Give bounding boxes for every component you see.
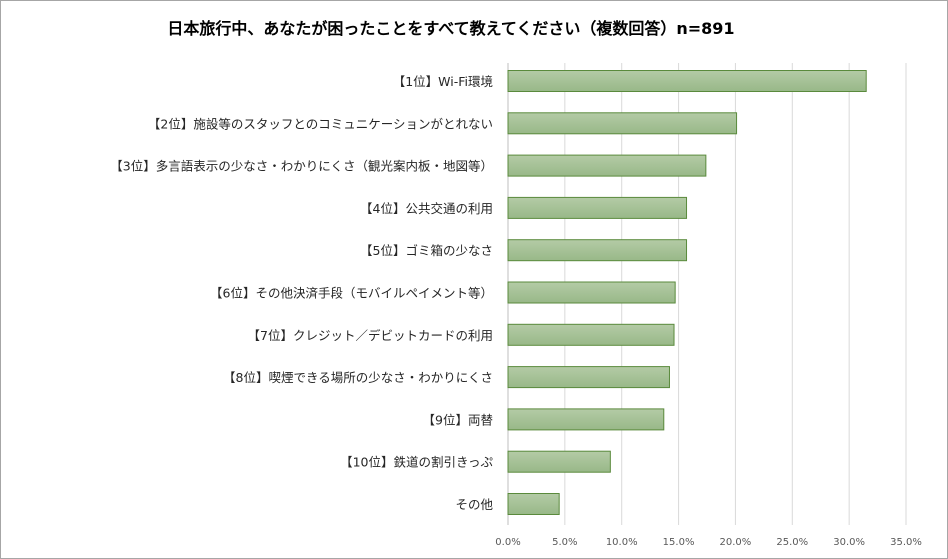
bar: [507, 154, 707, 177]
category-label: 【3位】多言語表示の少なさ・わかりにくさ（観光案内板・地図等）: [110, 159, 493, 174]
bar: [507, 323, 675, 346]
bar: [507, 239, 688, 262]
category-label: 【7位】クレジット／デビットカードの利用: [248, 328, 493, 343]
bar: [507, 70, 867, 92]
category-label: 【1位】Wi-Fi環境: [393, 74, 493, 89]
x-tick-label: 20.0%: [720, 537, 752, 548]
category-label: その他: [455, 497, 493, 512]
chart-title: 日本旅行中、あなたが困ったことをすべて教えてください（複数回答）n=891: [167, 19, 735, 38]
x-tick-label: 0.0%: [495, 537, 520, 548]
bar: [507, 196, 688, 219]
x-tick-label: 30.0%: [833, 537, 865, 548]
category-label: 【4位】公共交通の利用: [360, 201, 493, 216]
bar: [507, 493, 560, 515]
bar: [507, 408, 665, 431]
x-tick-label: 35.0%: [890, 537, 922, 548]
bar: [507, 112, 738, 135]
bar: [507, 450, 611, 473]
x-tick-label: 10.0%: [606, 537, 638, 548]
category-label: 【2位】施設等のスタッフとのコミュニケーションがとれない: [148, 116, 493, 131]
category-label: 【6位】その他決済手段（モバイルペイメント等）: [210, 286, 493, 301]
category-label: 【10位】鉄道の割引きっぷ: [340, 455, 493, 470]
bar: [507, 366, 670, 389]
category-label: 【8位】喫煙できる場所の少なさ・わかりにくさ: [223, 370, 493, 385]
bar: [507, 281, 676, 304]
x-tick-label: 15.0%: [663, 537, 695, 548]
x-tick-label: 5.0%: [552, 537, 577, 548]
category-label: 【9位】両替: [423, 412, 494, 427]
x-tick-label: 25.0%: [776, 537, 808, 548]
category-label: 【5位】ゴミ箱の少なさ: [360, 243, 493, 258]
